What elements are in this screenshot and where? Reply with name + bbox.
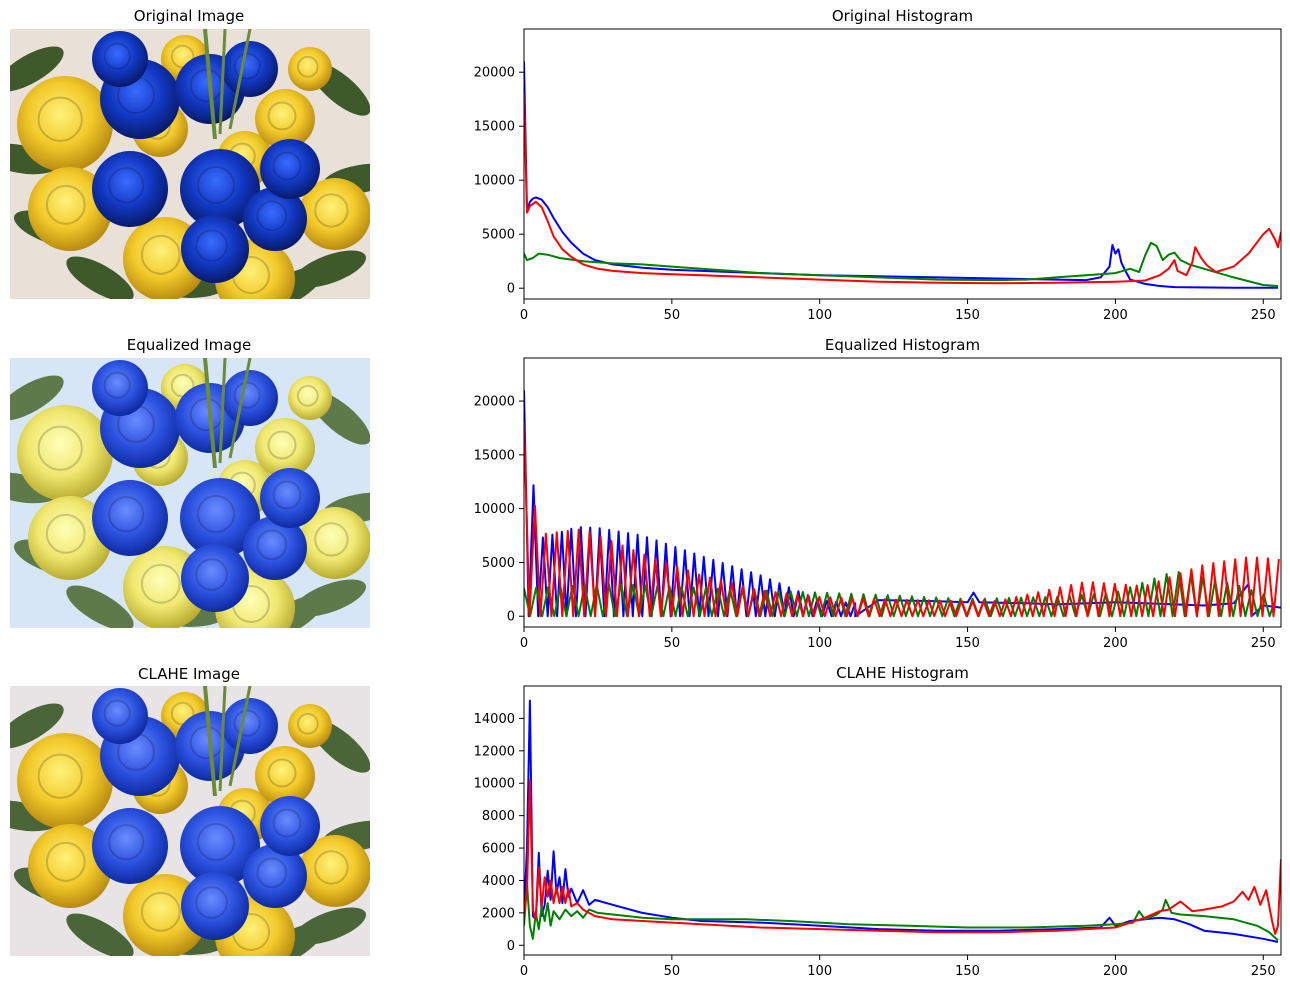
series-line-2 bbox=[524, 422, 1280, 618]
x-tick-label: 150 bbox=[955, 636, 980, 651]
series-lines bbox=[524, 390, 1281, 618]
y-tick-label: 14000 bbox=[474, 712, 515, 727]
x-tick-label: 150 bbox=[955, 964, 980, 979]
y-tick-label: 10000 bbox=[474, 174, 515, 189]
y-tick-label: 5000 bbox=[482, 556, 515, 571]
image-panel-original: Original Image bbox=[10, 7, 370, 299]
x-tick-label: 200 bbox=[1103, 636, 1128, 651]
x-tick-label: 250 bbox=[1251, 308, 1276, 323]
x-tick-label: 50 bbox=[664, 636, 681, 651]
image-panel-equalized: Equalized Image bbox=[10, 336, 370, 628]
series-line-2 bbox=[524, 779, 1281, 935]
y-tick-label: 20000 bbox=[474, 395, 515, 410]
x-tick-label: 50 bbox=[664, 308, 681, 323]
rose-bouquet-image bbox=[10, 358, 370, 628]
x-tick-label: 100 bbox=[807, 636, 832, 651]
x-tick-label: 50 bbox=[664, 964, 681, 979]
y-tick-label: 10000 bbox=[474, 502, 515, 517]
image-panel-clahe: CLAHE Image bbox=[10, 665, 370, 956]
image-title: Equalized Image bbox=[127, 336, 251, 354]
series-line-1 bbox=[524, 241, 1279, 287]
chart-title: Original Histogram bbox=[832, 7, 973, 25]
plot-frame bbox=[523, 685, 1282, 956]
x-tick-label: 100 bbox=[807, 308, 832, 323]
histogram-chart-original: Original Histogram 0 50 100 150 200 250 0 5000 10… bbox=[474, 7, 1282, 323]
x-tick-label: 250 bbox=[1251, 636, 1276, 651]
y-tick-label: 0 bbox=[507, 282, 515, 297]
plot-frame bbox=[523, 28, 1282, 300]
y-tick-label: 12000 bbox=[474, 744, 515, 759]
y-tick-label: 10000 bbox=[474, 777, 515, 792]
series-line-1 bbox=[524, 882, 1279, 942]
y-tick-label: 4000 bbox=[482, 874, 515, 889]
image-title: Original Image bbox=[134, 7, 244, 25]
y-tick-label: 8000 bbox=[482, 809, 515, 824]
y-tick-label: 2000 bbox=[482, 906, 515, 921]
series-lines bbox=[524, 61, 1281, 289]
y-tick-label: 15000 bbox=[474, 120, 515, 135]
y-tick-label: 15000 bbox=[474, 448, 515, 463]
chart-title: CLAHE Histogram bbox=[836, 664, 969, 682]
x-tick-label: 0 bbox=[520, 964, 528, 979]
y-tick-label: 5000 bbox=[482, 228, 515, 243]
image-title: CLAHE Image bbox=[138, 665, 240, 683]
series-line-0 bbox=[524, 699, 1279, 943]
rose-bouquet-image bbox=[10, 29, 370, 299]
x-tick-label: 250 bbox=[1251, 964, 1276, 979]
y-tick-label: 20000 bbox=[474, 66, 515, 81]
x-tick-label: 200 bbox=[1103, 308, 1128, 323]
x-tick-label: 150 bbox=[955, 308, 980, 323]
plot-frame bbox=[523, 357, 1282, 628]
series-line-0 bbox=[524, 61, 1278, 289]
histogram-chart-equalized: Equalized Histogram 0 50 100 150 200 250 0 5000 1… bbox=[474, 336, 1282, 651]
series-line-2 bbox=[524, 93, 1281, 285]
x-tick-label: 0 bbox=[520, 636, 528, 651]
y-tick-label: 6000 bbox=[482, 842, 515, 857]
rose-bouquet-image bbox=[10, 686, 370, 956]
x-tick-label: 200 bbox=[1103, 964, 1128, 979]
x-tick-label: 0 bbox=[520, 308, 528, 323]
chart-title: Equalized Histogram bbox=[825, 336, 980, 354]
y-tick-label: 0 bbox=[507, 610, 515, 625]
histogram-chart-clahe: CLAHE Histogram 0 50 100 150 200 250 0 2000 4000 6… bbox=[474, 664, 1282, 979]
x-tick-label: 100 bbox=[807, 964, 832, 979]
y-tick-label: 0 bbox=[507, 939, 515, 954]
series-lines bbox=[524, 699, 1281, 943]
